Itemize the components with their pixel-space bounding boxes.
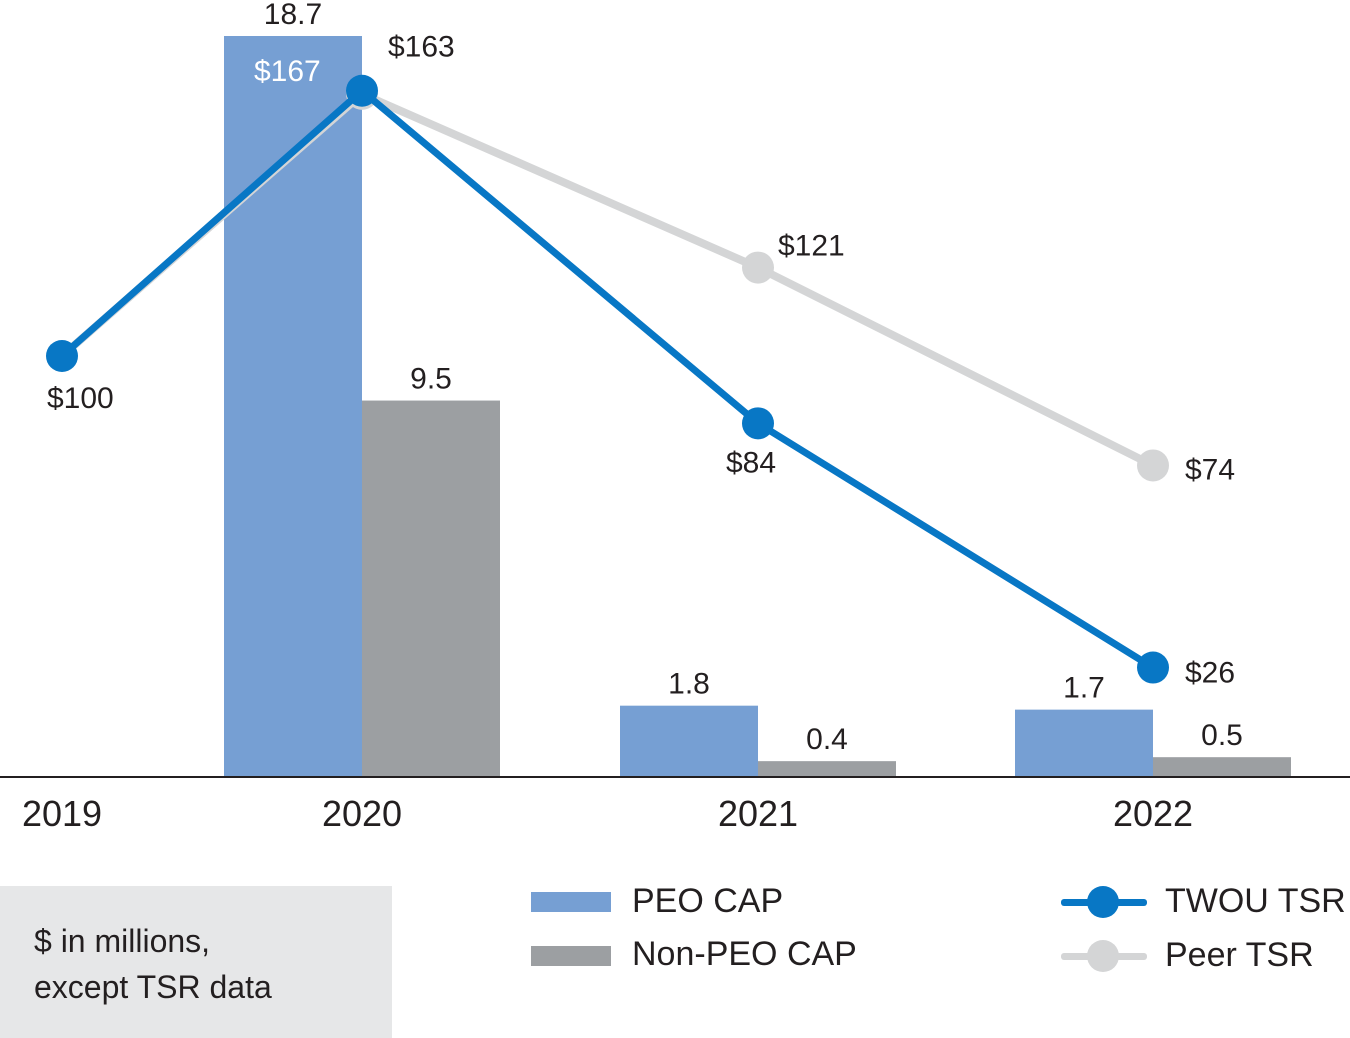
labels-layer: 18.7 1.8 1.7 9.5 0.4 0.5 $100 $163 $84 $26 $167 $12… (47, 0, 1243, 756)
units-note: $ in millions, except TSR data (0, 886, 392, 1038)
bar-label-non-peo-cap-2022: 0.5 (1201, 719, 1243, 752)
bar-label-peo-cap-2021: 1.8 (668, 668, 710, 701)
bar-peo-cap-2021 (620, 705, 758, 777)
bar-label-peo-cap-2020: 18.7 (264, 0, 322, 31)
point-label-peer-tsr-2021: $121 (778, 230, 845, 263)
legend-swatch-twou-tsr (1061, 886, 1147, 918)
bars-layer (224, 36, 1291, 777)
bar-non-peo-cap-2020 (362, 400, 500, 777)
lines-layer (46, 74, 1169, 684)
bar-label-peo-cap-2022: 1.7 (1063, 672, 1105, 705)
point-twou-tsr-2021 (742, 407, 774, 440)
units-note-line-2: except TSR data (34, 969, 272, 1005)
x-tick-2019: 2019 (22, 793, 102, 834)
cap-tsr-chart: 18.7 1.8 1.7 9.5 0.4 0.5 $100 $163 $84 $26 $167 $12… (0, 0, 1350, 834)
point-twou-tsr-2019 (46, 339, 78, 372)
point-peer-tsr-2022 (1137, 449, 1169, 482)
legend-label-non-peo-cap: Non-PEO CAP (632, 935, 857, 973)
point-label-twou-tsr-2021: $84 (726, 446, 776, 479)
legend-swatch-peer-tsr (1061, 940, 1147, 972)
legend-label-twou-tsr: TWOU TSR (1165, 882, 1346, 920)
point-label-peer-tsr-2020: $167 (254, 55, 321, 88)
point-twou-tsr-2022 (1137, 651, 1169, 684)
bar-non-peo-cap-2021 (758, 761, 896, 777)
legend-swatch-non-peo-cap (531, 946, 611, 966)
line-twou-tsr (58, 87, 1157, 672)
x-tick-2020: 2020 (322, 793, 402, 834)
bar-non-peo-cap-2022 (1153, 757, 1291, 777)
bar-label-non-peo-cap-2020: 9.5 (410, 363, 452, 396)
bar-peo-cap-2020 (224, 36, 362, 777)
legend-label-peo-cap: PEO CAP (632, 882, 784, 920)
units-note-line-1: $ in millions, (34, 923, 211, 959)
x-tick-2022: 2022 (1113, 793, 1193, 834)
point-twou-tsr-2020 (346, 74, 378, 107)
x-axis-ticks: 2019 2020 2021 2022 (22, 793, 1193, 834)
bar-label-non-peo-cap-2021: 0.4 (806, 723, 848, 756)
point-label-peer-tsr-2022: $74 (1185, 453, 1235, 486)
legend-label-peer-tsr: Peer TSR (1165, 936, 1314, 974)
legend-swatch-peo-cap (531, 892, 611, 912)
point-peer-tsr-2021 (742, 251, 774, 284)
point-label-twou-tsr-2019: $100 (47, 382, 114, 415)
x-tick-2021: 2021 (718, 793, 798, 834)
bar-peo-cap-2022 (1015, 709, 1153, 777)
point-label-twou-tsr-2022: $26 (1185, 657, 1235, 690)
point-label-twou-tsr-2020: $163 (388, 31, 455, 64)
